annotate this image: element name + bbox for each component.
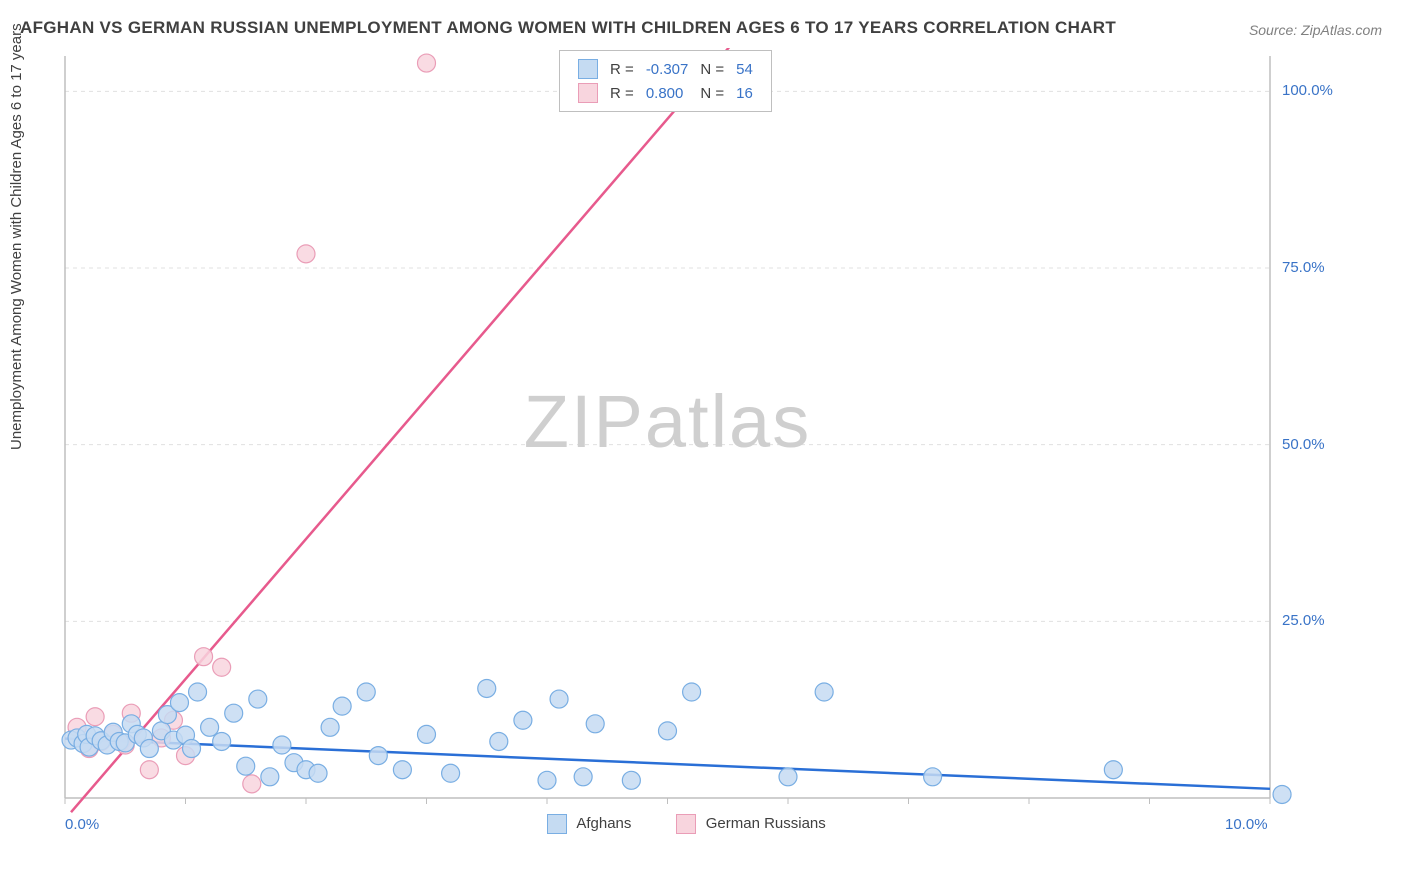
german-russians-n-value: 16 bbox=[730, 81, 759, 105]
german-russians-r-value: 0.800 bbox=[640, 81, 695, 105]
y-axis-label: Unemployment Among Women with Children A… bbox=[8, 23, 25, 450]
source-label: Source: ZipAtlas.com bbox=[1249, 22, 1382, 38]
x-tick-label: 10.0% bbox=[1225, 816, 1268, 833]
y-tick-label: 50.0% bbox=[1282, 436, 1325, 453]
afghans-swatch-icon bbox=[547, 814, 567, 834]
x-tick-label: 0.0% bbox=[65, 816, 99, 833]
afghans-swatch-icon bbox=[578, 59, 598, 79]
n-label: N = bbox=[694, 81, 730, 105]
legend-label: Afghans bbox=[576, 815, 631, 832]
german-russians-swatch-icon bbox=[676, 814, 696, 834]
afghans-n-value: 54 bbox=[730, 57, 759, 81]
german-russians-swatch-icon bbox=[578, 83, 598, 103]
n-label: N = bbox=[694, 57, 730, 81]
correlation-legend: R = -0.307 N = 54 R = 0.800 N = 16 bbox=[559, 50, 772, 112]
r-label: R = bbox=[604, 57, 640, 81]
y-tick-label: 100.0% bbox=[1282, 82, 1333, 99]
chart-area: ZIPatlas bbox=[55, 48, 1365, 838]
y-tick-label: 25.0% bbox=[1282, 612, 1325, 629]
r-label: R = bbox=[604, 81, 640, 105]
legend-label: German Russians bbox=[706, 815, 826, 832]
legend-row: R = 0.800 N = 16 bbox=[572, 81, 759, 105]
chart-title: AFGHAN VS GERMAN RUSSIAN UNEMPLOYMENT AM… bbox=[20, 18, 1116, 38]
legend-row: R = -0.307 N = 54 bbox=[572, 57, 759, 81]
legend-item-afghans: Afghans bbox=[547, 814, 631, 834]
scatter-plot-svg: ZIPatlas bbox=[55, 48, 1365, 838]
svg-text:ZIPatlas: ZIPatlas bbox=[524, 380, 811, 463]
legend-item-german-russians: German Russians bbox=[676, 814, 826, 834]
series-legend: Afghans German Russians bbox=[547, 814, 866, 834]
afghans-r-value: -0.307 bbox=[640, 57, 695, 81]
y-tick-label: 75.0% bbox=[1282, 259, 1325, 276]
